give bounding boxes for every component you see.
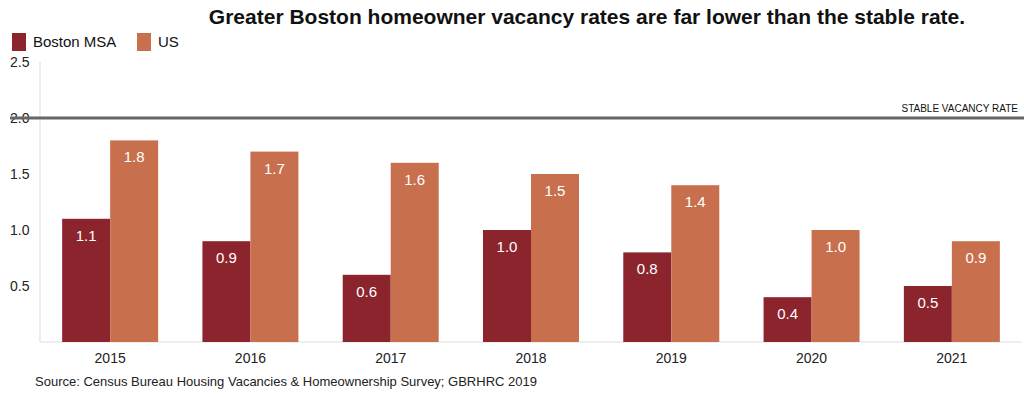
bar (250, 152, 298, 342)
y-tick-label: 0.5 (10, 278, 30, 294)
data-label: 1.4 (685, 193, 706, 210)
x-tick-label: 2016 (235, 350, 266, 366)
legend-label: US (158, 33, 179, 50)
source: Source: Census Bureau Housing Vacancies … (35, 374, 537, 389)
data-label: 0.4 (777, 305, 798, 322)
title: Greater Boston homeowner vacancy rates a… (209, 5, 965, 28)
bar (391, 163, 439, 342)
bar (343, 275, 391, 342)
bar (764, 297, 812, 342)
legend-swatch (137, 33, 151, 51)
legend-label: Boston MSA (33, 33, 116, 50)
bar (110, 140, 158, 342)
reference-line (10, 117, 1024, 120)
data-label: 0.6 (356, 283, 377, 300)
bar (62, 219, 110, 342)
y-axis-line (40, 62, 41, 342)
data-label: 0.5 (917, 294, 938, 311)
data-label: 1.0 (497, 238, 518, 255)
bars (62, 140, 1000, 342)
bar (812, 230, 860, 342)
bar (671, 185, 719, 342)
data-label: 1.8 (124, 148, 145, 165)
x-tick-label: 2020 (796, 350, 827, 366)
data-label: 0.8 (637, 260, 658, 277)
x-tick-label: 2021 (936, 350, 967, 366)
x-tick-label: 2015 (95, 350, 126, 366)
data-label: 1.0 (825, 238, 846, 255)
data-label: 1.1 (76, 227, 97, 244)
chart: Greater Boston homeowner vacancy rates a… (0, 0, 1024, 397)
data-label: 0.9 (216, 249, 237, 266)
bar (952, 241, 1000, 342)
data-label: 1.6 (404, 171, 425, 188)
x-tick-label: 2019 (656, 350, 687, 366)
y-tick-label: 2.5 (10, 54, 30, 70)
data-label: 1.5 (545, 182, 566, 199)
bar (483, 230, 531, 342)
labels: 1.1 1.8 0.9 1.7 0.6 1.6 1.0 1.5 0.8 1.4 0.4 1.0 0.5 0… (76, 148, 987, 322)
x-tick-label: 2017 (375, 350, 406, 366)
bar (904, 286, 952, 342)
legend-swatch (12, 33, 26, 51)
data-label: 0.9 (965, 249, 986, 266)
y-tick-label: 1.0 (10, 222, 30, 238)
data-label: 1.7 (264, 160, 285, 177)
bar (623, 252, 671, 342)
x-tick-label: 2018 (515, 350, 546, 366)
reference-label: STABLE VACANCY RATE (901, 103, 1018, 114)
y-tick-label: 1.5 (10, 166, 30, 182)
bar (202, 241, 250, 342)
bar (531, 174, 579, 342)
